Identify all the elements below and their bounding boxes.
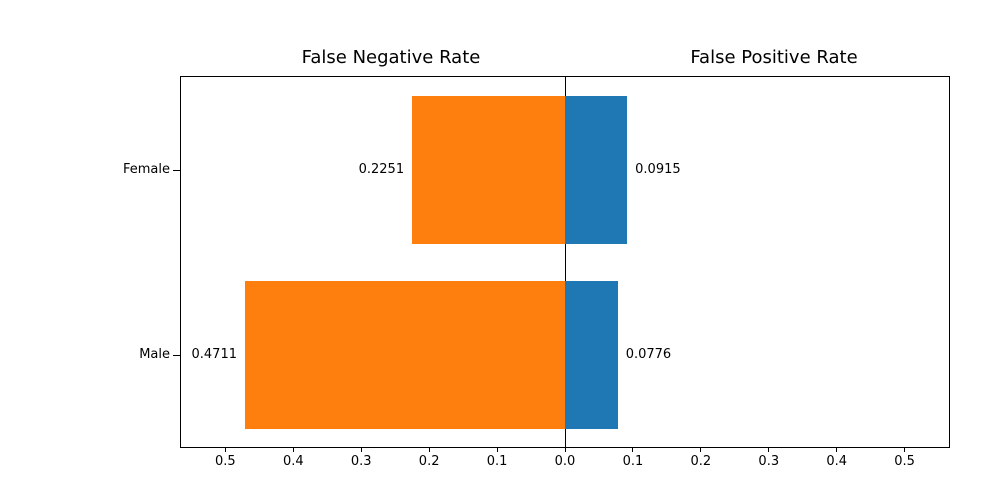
value-label-left-female: 0.2251	[358, 161, 405, 177]
x-tick-mark	[836, 448, 838, 452]
x-tick-mark	[292, 448, 294, 452]
value-label-right-female: 0.0915	[635, 161, 681, 177]
left-chart-title: False Negative Rate	[301, 47, 481, 68]
bar-right-female	[565, 95, 628, 244]
x-tick-label: 0.3	[758, 454, 780, 469]
x-tick-mark	[632, 448, 634, 452]
y-tick-label-male: Male	[139, 346, 170, 362]
x-tick-label: 0.5	[894, 454, 915, 469]
bar-left-male	[245, 280, 565, 429]
x-tick-label: 0.4	[826, 454, 848, 469]
y-tick-mark-female	[173, 169, 180, 171]
bar-left-female	[412, 95, 565, 244]
x-tick-label: 0.2	[418, 454, 440, 469]
x-tick-mark	[700, 448, 702, 452]
x-tick-mark	[904, 448, 906, 452]
x-tick-label: 0.5	[215, 454, 236, 469]
x-tick-mark	[496, 448, 498, 452]
x-tick-mark	[360, 448, 362, 452]
x-tick-label: 0.1	[486, 454, 508, 469]
y-tick-mark-male	[173, 354, 180, 356]
x-tick-mark	[768, 448, 770, 452]
value-label-left-male: 0.4711	[191, 346, 238, 362]
x-tick-mark	[428, 448, 430, 452]
x-tick-mark	[564, 448, 566, 452]
x-tick-mark	[224, 448, 226, 452]
x-tick-label: 0.4	[282, 454, 304, 469]
plot-area: 0.2251 0.0915 0.4711 0.0776 0.5 0.4 0.3 0.2 0.1…	[180, 76, 950, 469]
x-tick-label: 0.1	[622, 454, 644, 469]
x-tick-label: 0.0	[554, 454, 576, 469]
bar-right-male	[565, 280, 618, 429]
value-label-right-male: 0.0776	[625, 346, 672, 362]
y-tick-label-female: Female	[122, 161, 170, 177]
x-tick-label: 0.2	[690, 454, 712, 469]
right-chart-title: False Positive Rate	[690, 47, 858, 68]
zero-baseline	[564, 77, 566, 447]
x-tick-label: 0.3	[350, 454, 372, 469]
